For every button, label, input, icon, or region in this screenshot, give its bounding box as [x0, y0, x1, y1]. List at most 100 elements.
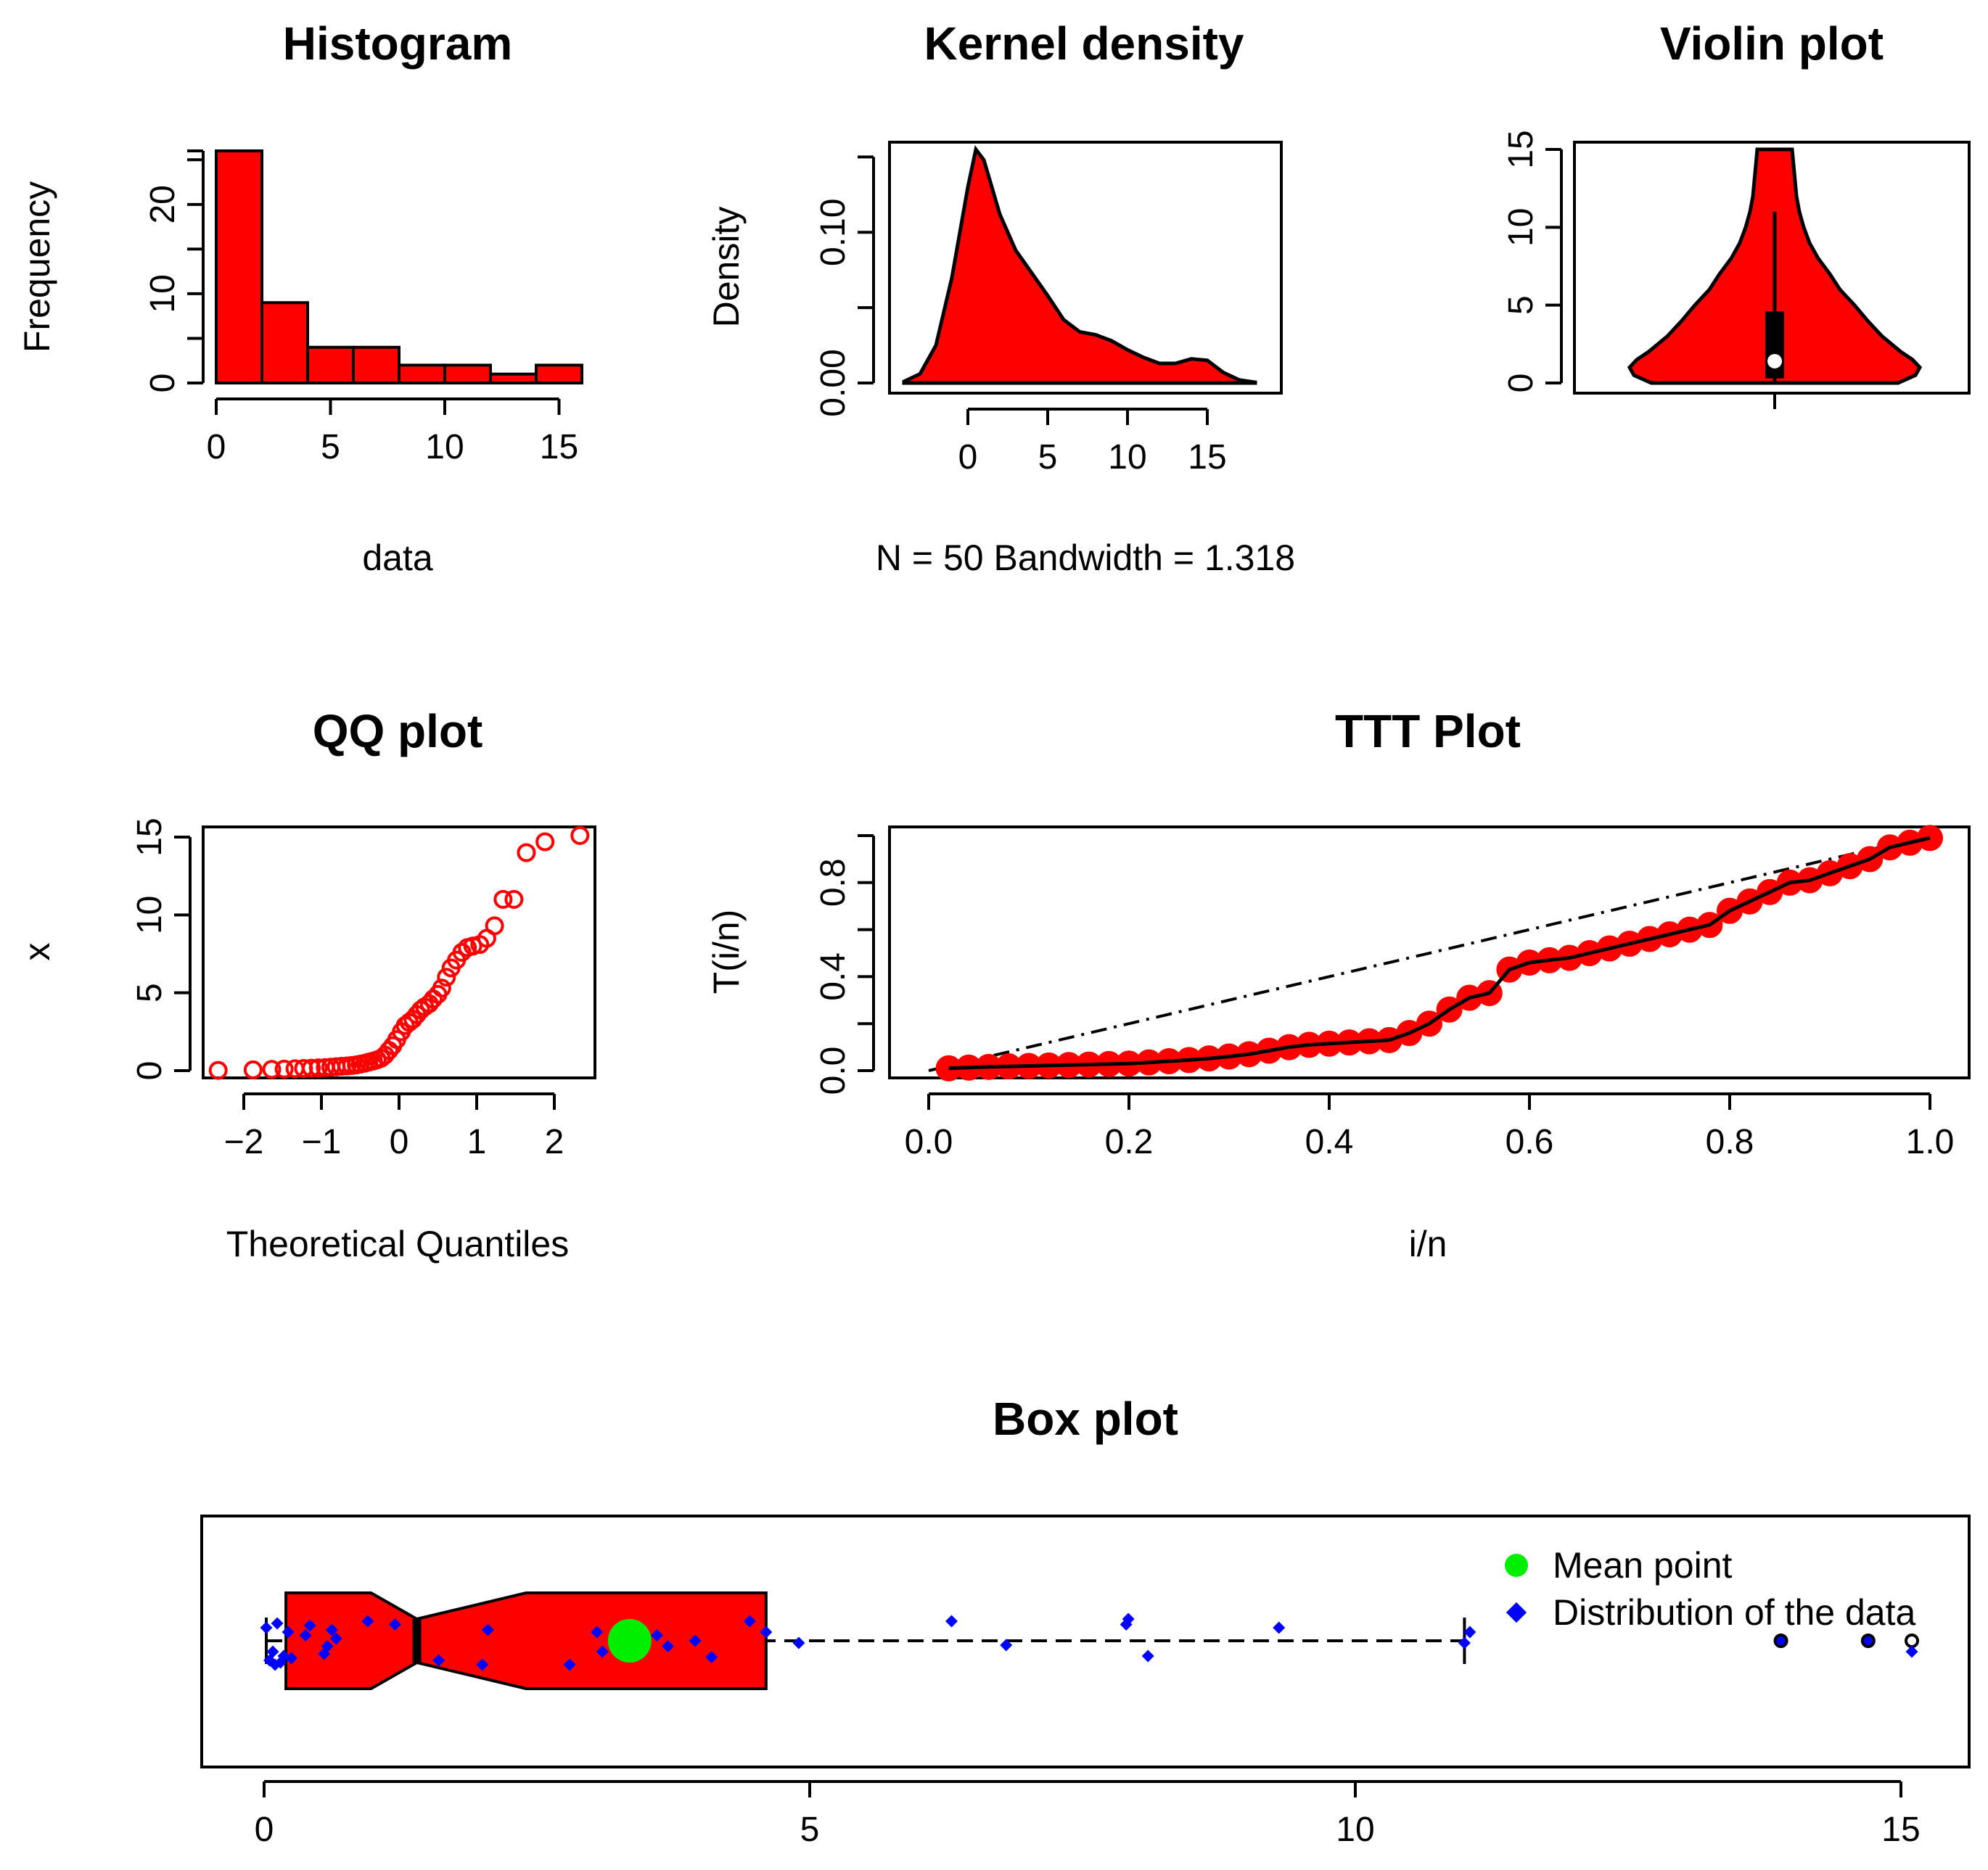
boxplot-data-point — [650, 1629, 663, 1642]
histogram-x-tick-label: 10 — [425, 428, 464, 466]
boxplot-title: Box plot — [993, 1393, 1178, 1445]
ttt-panel: TTT Plot 0.0 0.2 0.4 0.6 0.8 1.0 0.0 0.4 0.8 i/n… — [706, 705, 1971, 1264]
histogram-panel: Histogram 0 5 10 15 0 10 20 data Frequency — [17, 17, 583, 578]
ttt-title: TTT Plot — [1335, 705, 1521, 757]
qq-title: QQ plot — [313, 705, 483, 757]
violin-y-tick-label: 10 — [1502, 208, 1540, 247]
ttt-points — [935, 825, 1943, 1082]
kde-y-tick-label: 0.10 — [814, 199, 853, 266]
histogram-y-tick-label: 0 — [144, 374, 182, 393]
boxplot-data-point — [563, 1658, 576, 1671]
boxplot-data-point — [1141, 1649, 1154, 1663]
boxplot-mean-point — [607, 1619, 652, 1663]
histogram-x-tick-label: 0 — [207, 428, 226, 466]
kde-title: Kernel density — [924, 17, 1244, 70]
histogram-bar — [398, 363, 446, 384]
ttt-plot-box — [888, 825, 1971, 1079]
boxplot-data-point — [388, 1618, 401, 1631]
histogram-x-tick-label: 15 — [540, 428, 578, 466]
histogram-x-tick-label: 5 — [321, 428, 340, 466]
boxplot-x-tick-label: 15 — [1881, 1811, 1920, 1849]
violin-axes: 0 5 10 15 — [1502, 130, 1776, 409]
boxplot-data-point — [591, 1626, 604, 1639]
qq-point — [274, 1059, 294, 1079]
qq-point — [485, 916, 504, 936]
violin-median-dot — [1767, 353, 1782, 368]
histogram-axes: 0 5 10 15 0 10 20 — [144, 149, 578, 466]
boxplot-data-point — [1273, 1621, 1286, 1634]
violin-panel: Violin plot 0 5 10 15 — [1502, 17, 1971, 409]
qq-ylabel: x — [17, 943, 57, 961]
ttt-xlabel: i/n — [1409, 1224, 1447, 1264]
histogram-bar — [260, 301, 309, 385]
histogram-y-tick-label: 20 — [144, 185, 182, 223]
qq-point — [493, 889, 513, 909]
ttt-line — [948, 836, 1931, 1071]
histogram-bar — [215, 149, 263, 384]
kde-plot-box — [888, 141, 1283, 395]
kde-x-tick-label: 5 — [1038, 438, 1058, 477]
ttt-reference-diagonal — [928, 834, 1931, 1072]
qq-plot-box — [202, 825, 596, 1079]
kde-xlabel: N = 50 Bandwidth = 1.318 — [876, 537, 1295, 578]
histogram-y-tick-label: 10 — [144, 274, 182, 313]
boxplot-notched-box — [284, 1591, 768, 1690]
histogram-title: Histogram — [283, 17, 513, 70]
violin-y-tick-label: 0 — [1502, 374, 1540, 393]
qq-point — [437, 968, 456, 987]
ttt-y-tick-label: 0.8 — [814, 858, 853, 907]
qq-y-tick-label: 10 — [131, 896, 169, 934]
boxplot-data-point — [1122, 1612, 1135, 1626]
boxplot-data-point — [689, 1634, 702, 1647]
ttt-y-tick-label: 0.4 — [814, 952, 853, 1001]
histogram-bar — [443, 363, 492, 384]
histogram-bar — [489, 372, 538, 385]
kde-ylabel: Density — [706, 207, 747, 328]
boxplot-data-point — [1458, 1636, 1471, 1649]
qq-y-tick-label: 15 — [131, 817, 169, 856]
legend-points-label: Distribution of the data — [1553, 1592, 1915, 1633]
histogram-xlabel: data — [362, 537, 433, 578]
histogram-bar — [306, 345, 355, 384]
histogram-bars — [215, 149, 583, 385]
boxplot-x-tick-label: 0 — [255, 1811, 274, 1849]
boxplot-data-point — [945, 1615, 958, 1628]
kernel-density-panel: Kernel density 0 5 10 15 0.00 0.10 N = 50 Ban… — [706, 17, 1295, 578]
qq-point — [463, 936, 482, 956]
boxplot-data-point — [760, 1626, 773, 1639]
violin-plot-box — [1573, 141, 1971, 395]
boxplot-data-point — [260, 1621, 273, 1634]
qq-point — [432, 979, 451, 998]
legend-mean-marker — [1505, 1554, 1528, 1577]
boxplot-data-point — [596, 1645, 609, 1658]
ttt-y-tick-label: 0.0 — [814, 1047, 853, 1095]
histogram-bar — [535, 363, 583, 384]
boxplot-data-point — [476, 1658, 489, 1671]
ttt-x-tick-label: 0.6 — [1506, 1123, 1554, 1161]
boxplot-data-point — [1463, 1626, 1476, 1639]
boxplot-data-point — [432, 1654, 445, 1667]
ttt-ylabel: T(i/n) — [706, 910, 747, 994]
boxplot-axes: 0 5 10 15 — [255, 1780, 1921, 1849]
ttt-x-tick-label: 0.0 — [905, 1123, 953, 1161]
boxplot-outlier — [1773, 1634, 1788, 1648]
qq-x-tick-label: 2 — [545, 1123, 564, 1161]
boxplot-data-point — [1000, 1639, 1013, 1652]
qq-y-tick-label: 0 — [131, 1061, 169, 1081]
kde-x-tick-label: 10 — [1108, 438, 1146, 477]
legend-points-marker — [1506, 1602, 1527, 1623]
kde-density-area — [902, 145, 1257, 385]
violin-y-tick-label: 5 — [1502, 295, 1540, 315]
violin-y-tick-label: 15 — [1502, 130, 1540, 168]
boxplot-data-point — [661, 1640, 674, 1652]
qq-point — [262, 1060, 282, 1079]
qq-x-tick-label: −1 — [302, 1123, 342, 1161]
qq-point — [517, 843, 536, 862]
violin-title: Violin plot — [1660, 17, 1884, 70]
ttt-x-tick-label: 0.4 — [1305, 1123, 1354, 1161]
boxplot-data-point — [271, 1617, 284, 1630]
box-plot-panel: Box plot Mean point Distribution of the … — [200, 1393, 1971, 1849]
boxplot-data-point — [792, 1636, 805, 1649]
histogram-bar — [352, 345, 401, 384]
qq-point — [308, 1058, 328, 1078]
